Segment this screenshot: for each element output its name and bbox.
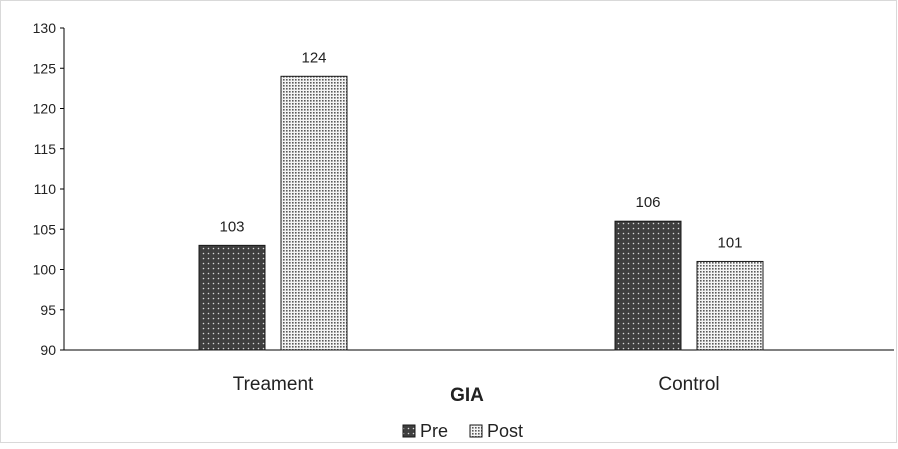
y-tick-label: 115: [34, 141, 57, 157]
legend-swatch-post: [469, 424, 483, 438]
x-category-label: Control: [658, 374, 719, 395]
legend-swatch-pre: [402, 424, 416, 438]
bar-post-treament: [280, 75, 348, 351]
data-label: 124: [301, 49, 326, 66]
y-tick-label: 130: [33, 20, 57, 36]
y-tick-label: 95: [40, 302, 56, 318]
y-tick-label: 90: [40, 342, 56, 358]
y-tick-label: 100: [33, 262, 57, 278]
bar-pre-treament: [198, 244, 266, 351]
data-label: 103: [219, 218, 244, 235]
y-tick-label: 105: [33, 221, 57, 237]
bars: [198, 75, 764, 351]
data-label: 101: [717, 234, 742, 251]
y-tick-label: 120: [33, 101, 57, 117]
bar-post-control: [696, 260, 764, 351]
data-label: 106: [635, 194, 660, 211]
axes: 90 95 100 105 110 115 120 125 130 Treament Control: [33, 20, 894, 395]
data-labels: 103 124 106 101: [219, 49, 742, 251]
y-tick-label: 125: [33, 60, 57, 76]
y-tick-label: 110: [34, 181, 57, 197]
x-category-label: Treament: [233, 374, 314, 395]
legend-label-pre: Pre: [420, 421, 448, 441]
legend: Pre Post: [402, 421, 523, 441]
bar-pre-control: [614, 220, 682, 351]
x-axis-title: GIA: [450, 385, 484, 406]
legend-label-post: Post: [487, 421, 523, 441]
